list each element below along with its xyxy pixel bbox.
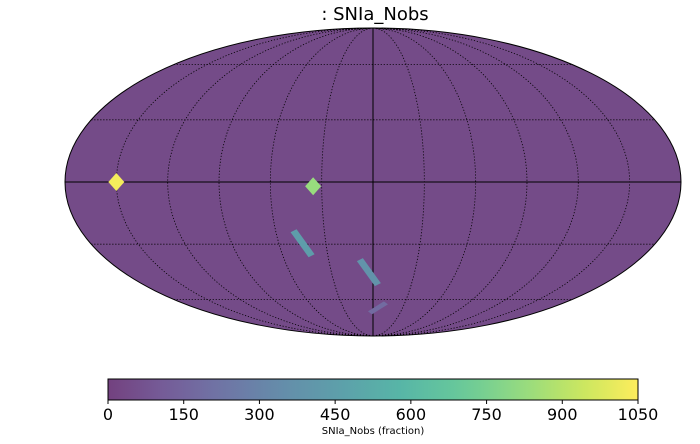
chart-title: : SNIa_Nobs: [321, 4, 429, 25]
colorbar-tick-label: 150: [168, 405, 199, 424]
colorbar-tick-label: 0: [103, 405, 113, 424]
colorbar-tick-label: 450: [320, 405, 351, 424]
data-region: [356, 258, 381, 287]
colorbar-gradient: [107, 378, 639, 401]
data-region: [108, 173, 125, 191]
colorbar-tick-label: 900: [547, 405, 578, 424]
graticule: [65, 28, 681, 336]
colorbar-tick-label: 600: [396, 405, 427, 424]
meridian-line: [372, 28, 477, 336]
meridian-line: [372, 28, 528, 336]
map-outline: [64, 27, 682, 337]
colorbar-label: SNIa_Nobs (fraction): [321, 426, 425, 437]
data-region: [367, 301, 388, 315]
data-regions: [108, 173, 388, 315]
colorbar-tick-label: 1050: [618, 405, 659, 424]
colorbar-tick-label: 750: [471, 405, 502, 424]
colorbar-tick-label: 300: [244, 405, 275, 424]
data-region: [305, 177, 322, 196]
data-region: [290, 229, 315, 258]
colorbar: 0 150 300 450 600 750 900 1050: [103, 378, 659, 424]
